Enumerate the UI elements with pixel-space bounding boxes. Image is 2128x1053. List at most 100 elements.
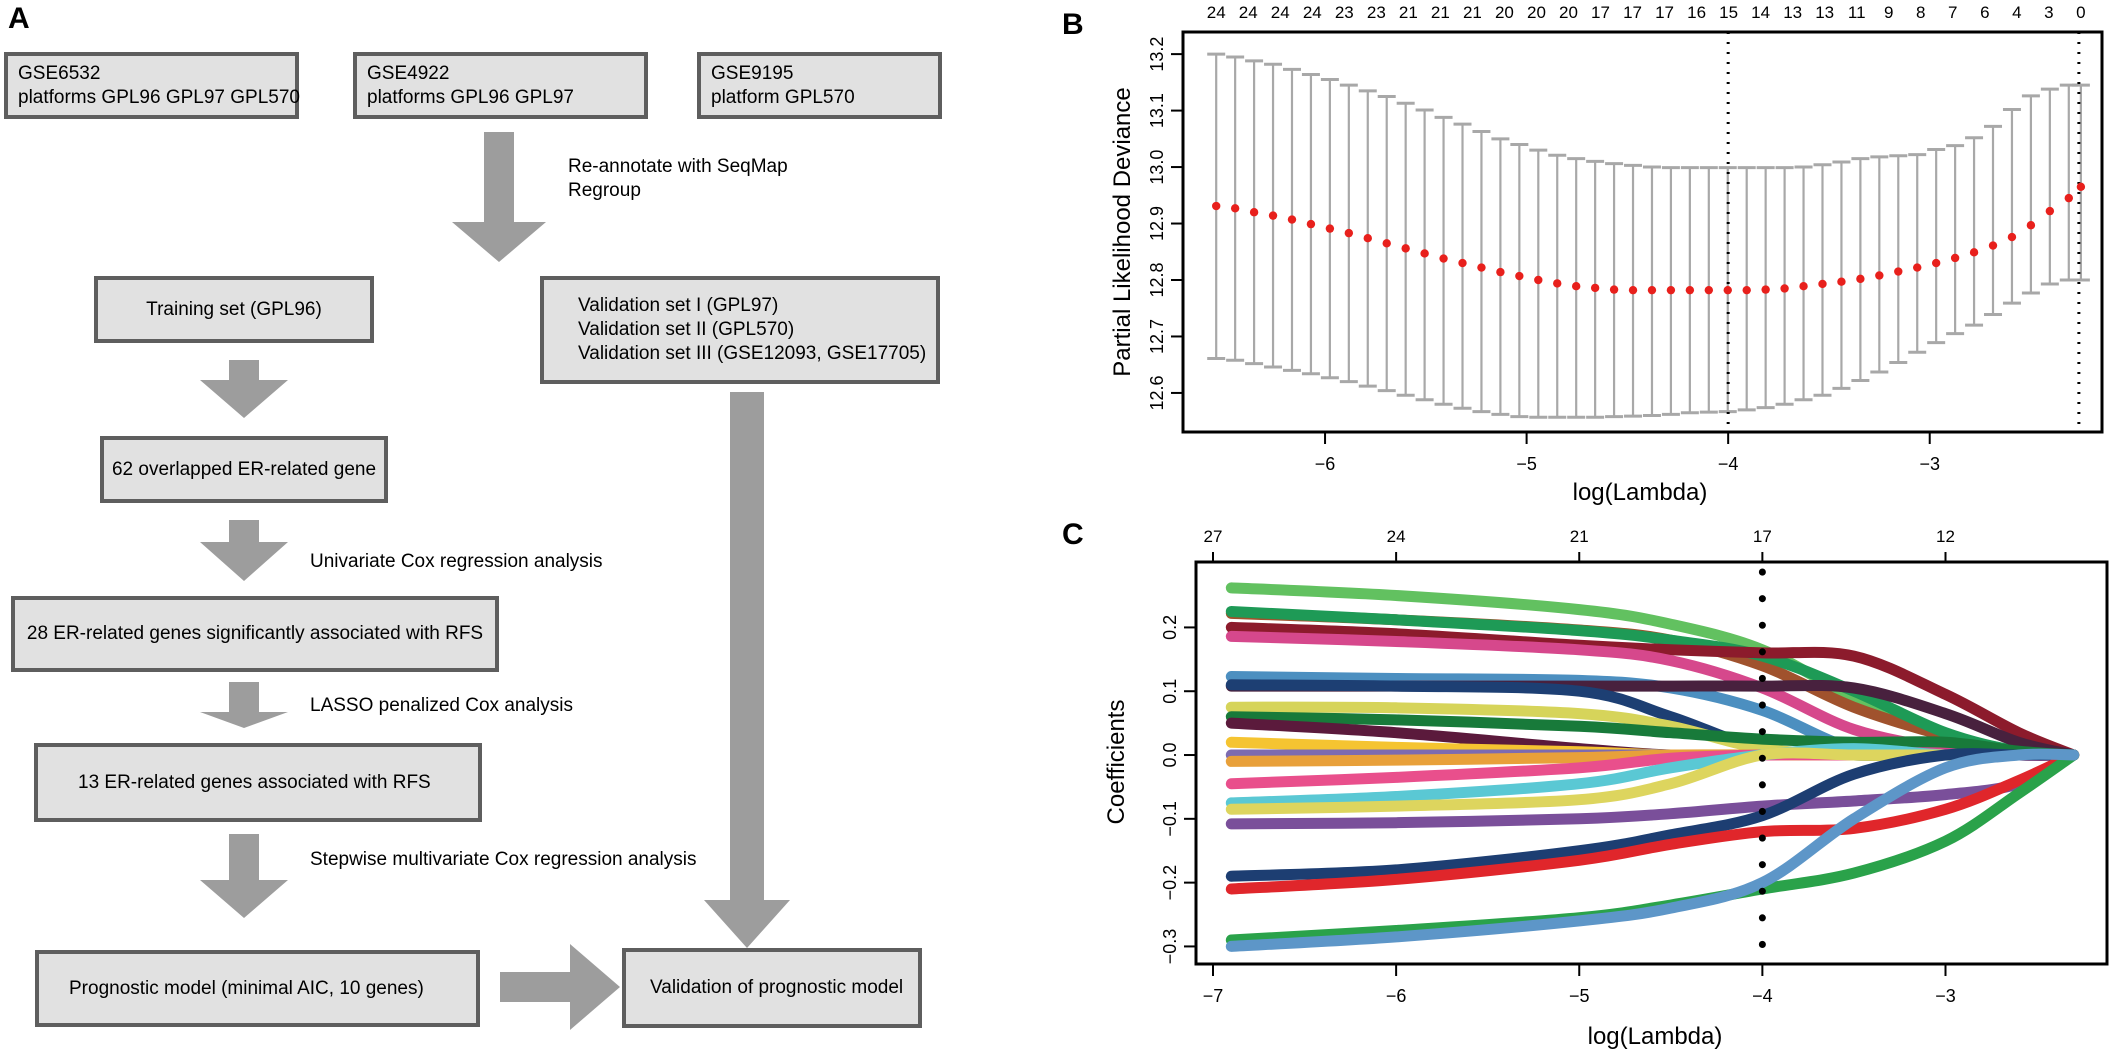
x-axis-label: log(Lambda): [1573, 479, 1708, 506]
deviance-point: [1571, 282, 1581, 291]
panel-label-b: B: [1062, 8, 1084, 41]
top-tick-label: 11: [1848, 3, 1866, 22]
deviance-point: [1249, 208, 1259, 217]
flow-box-gse6532: GSE6532 platforms GPL96 GPL97 GPL570: [4, 52, 300, 119]
deviance-point: [1628, 285, 1638, 295]
flow-box-line: platform GPL570: [711, 86, 855, 108]
top-tick-label: 17: [1591, 3, 1610, 22]
top-tick-label: 21: [1463, 3, 1482, 22]
y-tick-label: −0.1: [1160, 801, 1180, 837]
top-tick-label: 20: [1527, 3, 1546, 22]
x-tick-label: −3: [1935, 986, 1956, 1006]
flow-label-line: LASSO penalized Cox analysis: [310, 695, 573, 716]
flow-box-sig13: 13 ER-related genes associated with RFS: [34, 743, 482, 822]
deviance-point: [1950, 253, 1960, 263]
deviance-point: [1553, 279, 1562, 288]
flow-label-stepwise: Stepwise multivariate Cox regression ana…: [310, 848, 697, 872]
deviance-point: [1742, 285, 1751, 295]
deviance-point: [1363, 234, 1372, 243]
flow-label-line: Regroup: [568, 180, 641, 201]
arrow-down-lasso: [200, 834, 288, 918]
deviance-point: [1685, 285, 1695, 295]
flow-box-validation: Validation of prognostic model: [622, 948, 922, 1028]
flow-box-line: platforms GPL96 GPL97: [367, 86, 574, 108]
flow-box-line: Prognostic model (minimal AIC, 10 genes): [69, 977, 424, 999]
top-tick-label: 20: [1559, 3, 1578, 22]
top-tick-label: 24: [1207, 3, 1226, 22]
deviance-point: [2026, 221, 2036, 230]
top-tick-label: 13: [1815, 3, 1834, 22]
y-tick-label: 12.8: [1147, 262, 1167, 297]
plot-frame: [1181, 30, 2104, 434]
y-tick-label: −0.3: [1160, 929, 1180, 965]
coefficient-path: [1225, 748, 2080, 952]
x-tick-label: −7: [1203, 986, 1224, 1006]
x-tick-label: −4: [1718, 454, 1739, 474]
deviance-point: [1931, 258, 1941, 268]
deviance-point: [1268, 211, 1278, 220]
top-tick-label: 24: [1303, 3, 1322, 22]
top-tick-label: 20: [1495, 3, 1514, 22]
x-tick-label: −6: [1386, 986, 1407, 1006]
coefficient-path: [1225, 748, 2080, 882]
deviance-point: [1609, 285, 1619, 294]
y-tick-label: 12.9: [1147, 206, 1167, 241]
plot-frame: [1194, 560, 2109, 966]
deviance-point: [1306, 219, 1316, 229]
flow-box-line: GSE4922: [367, 62, 450, 84]
flow-label-line: Univariate Cox regression analysis: [310, 551, 603, 572]
deviance-point: [1988, 241, 1998, 250]
y-tick-label: 13.1: [1147, 93, 1167, 128]
deviance-point: [1969, 248, 1979, 257]
panel-label-c: C: [1062, 518, 1084, 551]
deviance-point: [1287, 215, 1297, 224]
y-tick-label: −0.2: [1160, 865, 1180, 901]
top-tick-label: 21: [1431, 3, 1450, 22]
top-tick-label: 21: [1399, 3, 1418, 22]
x-tick-label: −5: [1516, 454, 1537, 474]
panel-label-a: A: [8, 2, 30, 35]
top-tick-label: 0: [2076, 3, 2085, 22]
flow-box-line: GSE9195: [711, 62, 794, 84]
y-axis-label: Partial Likelihood Deviance: [1109, 87, 1136, 377]
deviance-point: [2007, 232, 2017, 242]
deviance-point: [1534, 275, 1543, 285]
deviance-point: [1458, 258, 1467, 268]
flow-box-line: GSE6532: [18, 62, 101, 84]
top-tick-label: 24: [1271, 3, 1290, 22]
flow-box-line: 13 ER-related genes associated with RFS: [78, 771, 431, 793]
arrow-down-validation: [704, 392, 790, 948]
deviance-point: [1723, 285, 1732, 295]
flow-box-line: Validation set I (GPL97): [578, 295, 779, 316]
coefficient-path: [1225, 749, 2080, 830]
flow-label-line: Re-annotate with SeqMap: [568, 156, 788, 177]
deviance-point: [1477, 263, 1486, 272]
deviance-point: [1761, 285, 1770, 294]
deviance-point: [2064, 193, 2073, 203]
top-tick-label: 3: [2044, 3, 2053, 22]
deviance-point: [1344, 228, 1354, 238]
y-tick-label: 12.7: [1147, 319, 1167, 354]
flow-box-line: 62 overlapped ER-related gene: [111, 458, 377, 480]
top-tick-label: 4: [2012, 3, 2021, 22]
deviance-point: [1894, 267, 1903, 276]
top-tick-label: 23: [1335, 3, 1354, 22]
top-tick-label: 9: [1884, 3, 1893, 22]
deviance-point: [1837, 277, 1846, 286]
top-tick-label: 17: [1623, 3, 1642, 22]
x-tick-label: −6: [1315, 454, 1336, 474]
flow-box-overlap: 62 overlapped ER-related gene: [100, 436, 388, 503]
flow-label-line: Stepwise multivariate Cox regression ana…: [310, 849, 697, 870]
flow-label-reannotate: Re-annotate with SeqMap Regroup: [568, 155, 788, 203]
deviance-point: [1590, 283, 1600, 293]
y-tick-label: 0.1: [1160, 679, 1180, 704]
flow-box-training: Training set (GPL96): [94, 276, 374, 343]
y-tick-label: 13.2: [1147, 37, 1167, 72]
deviance-point: [1515, 271, 1524, 281]
deviance-point: [1856, 274, 1865, 284]
flow-box-line: Validation set III (GSE12093, GSE17705): [578, 343, 927, 364]
top-tick-label: 14: [1751, 3, 1770, 22]
top-tick-label: 16: [1687, 3, 1706, 22]
top-tick-label: 12: [1936, 527, 1955, 546]
x-tick-label: −3: [1919, 454, 1940, 474]
